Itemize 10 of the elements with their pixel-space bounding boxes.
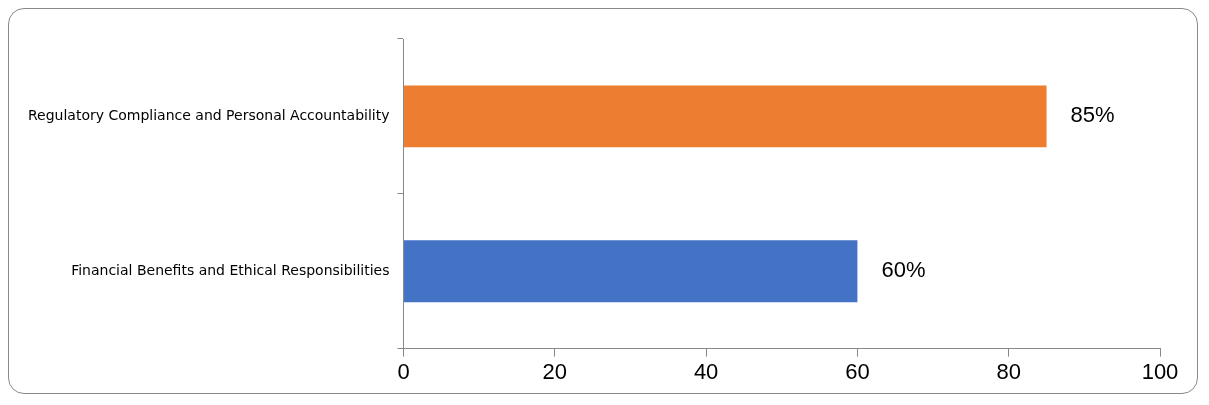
x-tick-label: 0 [397,358,410,384]
x-tick-label: 100 [1141,358,1179,384]
data-label: 85% [1070,102,1115,128]
x-tick-label: 60 [845,358,870,384]
x-tick-label: 20 [542,358,568,384]
y-tick-label: Regulatory Compliance and Personal Accountability [27,107,390,124]
x-tick-label: 40 [693,358,719,384]
y-tick-label: Financial Benefits and Ethical Responsibilities [71,261,390,278]
x-tick-label: 80 [996,358,1021,384]
data-label: 60% [881,257,926,283]
